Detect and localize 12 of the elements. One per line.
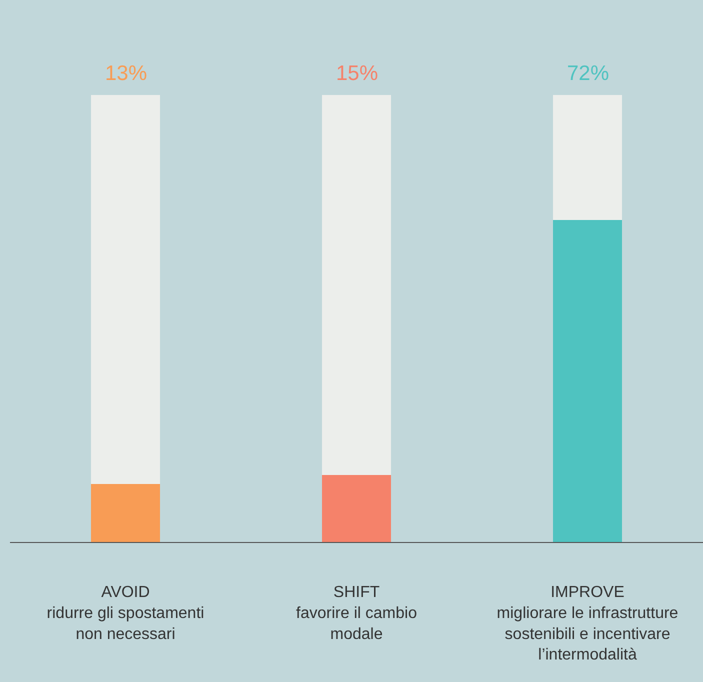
x-tick-label: AVOID ridurre gli spostamenti non necessari <box>46 584 204 643</box>
bar <box>90 95 160 484</box>
bar <box>322 95 392 475</box>
x-tick-label: IMPROVE migliorare le infrastrutture sostenibili e incentivare l’intermodalità <box>496 584 678 664</box>
bar <box>322 474 392 542</box>
bar <box>90 484 160 542</box>
bar <box>552 220 622 542</box>
text: 72% <box>567 62 610 85</box>
text: 15% <box>336 62 378 85</box>
text: 13% <box>105 62 148 85</box>
x-tick-label: SHIFT favorire il cambio modale <box>296 584 418 643</box>
bar <box>552 95 622 220</box>
